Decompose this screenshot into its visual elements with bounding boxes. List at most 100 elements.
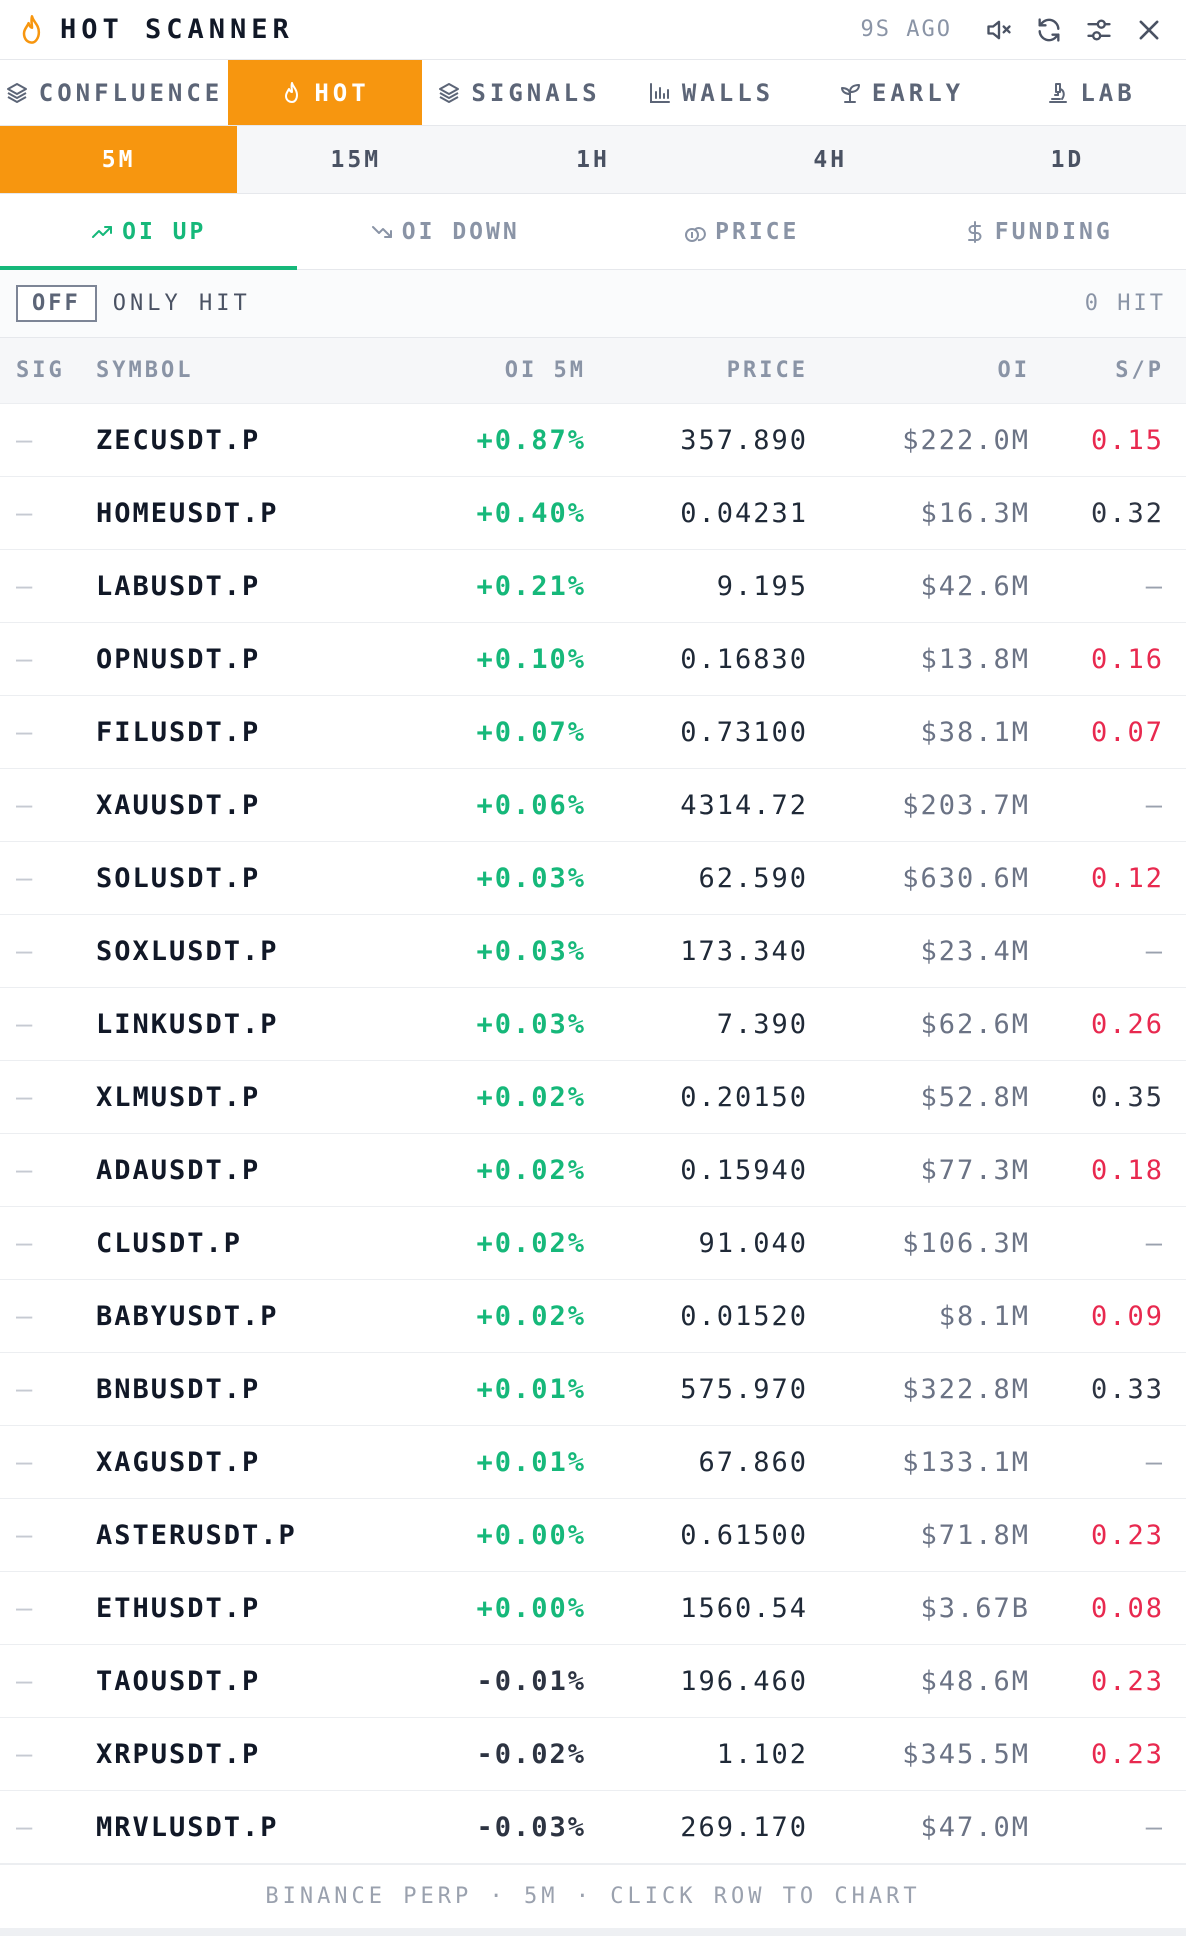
oi-change-cell: +0.02% — [386, 1082, 586, 1113]
price-cell: 357.890 — [586, 425, 808, 456]
open-interest-cell: $106.3M — [808, 1228, 1030, 1259]
sp-ratio-cell: 0.18 — [1030, 1155, 1176, 1186]
price-cell: 62.590 — [586, 863, 808, 894]
table-row[interactable]: — HOMEUSDT.P +0.40% 0.04231 $16.3M 0.32 — [0, 477, 1186, 550]
sp-ratio-cell: — — [1030, 1812, 1176, 1843]
open-interest-cell: $3.67B — [808, 1593, 1030, 1624]
mode-label: PRICE — [715, 219, 799, 245]
column-oi-5m[interactable]: OI 5M — [386, 358, 586, 383]
tab-early[interactable]: EARLY — [806, 60, 996, 125]
column-symbol[interactable]: SYMBOL — [96, 358, 386, 383]
close-button[interactable] — [1126, 10, 1172, 50]
table-row[interactable]: — XLMUSDT.P +0.02% 0.20150 $52.8M 0.35 — [0, 1061, 1186, 1134]
signal-cell: — — [0, 1520, 96, 1551]
open-interest-cell: $16.3M — [808, 498, 1030, 529]
tab-walls[interactable]: WALLS — [616, 60, 806, 125]
settings-button[interactable] — [1076, 10, 1122, 50]
symbol-cell: CLUSDT.P — [96, 1228, 386, 1259]
period-1d[interactable]: 1D — [949, 126, 1186, 193]
table-row[interactable]: — BNBUSDT.P +0.01% 575.970 $322.8M 0.33 — [0, 1353, 1186, 1426]
symbol-cell: MRVLUSDT.P — [96, 1812, 386, 1843]
microscope-icon — [1046, 81, 1070, 105]
table-row[interactable]: — SOLUSDT.P +0.03% 62.590 $630.6M 0.12 — [0, 842, 1186, 915]
table-row[interactable]: — CLUSDT.P +0.02% 91.040 $106.3M — — [0, 1207, 1186, 1280]
open-interest-cell: $47.0M — [808, 1812, 1030, 1843]
tab-confluence[interactable]: CONFLUENCE — [0, 60, 228, 125]
tab-hot[interactable]: HOT — [228, 60, 422, 125]
period-15m[interactable]: 15M — [237, 126, 474, 193]
period-5m[interactable]: 5M — [0, 126, 237, 193]
table-row[interactable]: — ASTERUSDT.P +0.00% 0.61500 $71.8M 0.23 — [0, 1499, 1186, 1572]
period-1h[interactable]: 1H — [474, 126, 711, 193]
tab-lab[interactable]: LAB — [996, 60, 1186, 125]
flame-icon — [18, 14, 46, 46]
column-sig[interactable]: SIG — [0, 358, 96, 383]
only-hit-toggle[interactable]: OFF — [16, 285, 97, 322]
filter-bar: OFF ONLY HIT 0 HIT — [0, 270, 1186, 338]
sp-ratio-cell: 0.16 — [1030, 644, 1176, 675]
trend-down-icon — [370, 220, 394, 244]
open-interest-cell: $322.8M — [808, 1374, 1030, 1405]
sp-ratio-cell: — — [1030, 936, 1176, 967]
tab-signals[interactable]: SIGNALS — [422, 60, 616, 125]
tab-label: HOT — [314, 79, 369, 107]
table-row[interactable]: — MRVLUSDT.P -0.03% 269.170 $47.0M — — [0, 1791, 1186, 1864]
mode-funding[interactable]: FUNDING — [890, 194, 1186, 269]
sp-ratio-cell: — — [1030, 571, 1176, 602]
oi-change-cell: +0.03% — [386, 863, 586, 894]
mode-oi-down[interactable]: OI DOWN — [297, 194, 594, 269]
header-bar: HOT SCANNER 9S AGO — [0, 0, 1186, 60]
signal-cell: — — [0, 1593, 96, 1624]
table-row[interactable]: — XAUUSDT.P +0.06% 4314.72 $203.7M — — [0, 769, 1186, 842]
signal-cell: — — [0, 1155, 96, 1186]
signal-cell: — — [0, 498, 96, 529]
table-row[interactable]: — OPNUSDT.P +0.10% 0.16830 $13.8M 0.16 — [0, 623, 1186, 696]
period-selector: 5M 15M 1H 4H 1D — [0, 126, 1186, 194]
period-4h[interactable]: 4H — [712, 126, 949, 193]
app-title: HOT SCANNER — [60, 14, 294, 45]
oi-change-cell: +0.06% — [386, 790, 586, 821]
refresh-button[interactable] — [1026, 10, 1072, 50]
tab-label: CONFLUENCE — [39, 79, 224, 107]
symbol-cell: ZECUSDT.P — [96, 425, 386, 456]
table-row[interactable]: — XAGUSDT.P +0.01% 67.860 $133.1M — — [0, 1426, 1186, 1499]
symbol-cell: SOLUSDT.P — [96, 863, 386, 894]
column-oi[interactable]: OI — [808, 358, 1030, 383]
column-sp[interactable]: S/P — [1030, 358, 1176, 383]
mute-button[interactable] — [976, 10, 1022, 50]
open-interest-cell: $52.8M — [808, 1082, 1030, 1113]
coins-icon — [683, 220, 707, 244]
table-row[interactable]: — LABUSDT.P +0.21% 9.195 $42.6M — — [0, 550, 1186, 623]
mode-label: OI DOWN — [402, 219, 520, 245]
settings-icon — [1085, 16, 1113, 44]
price-cell: 173.340 — [586, 936, 808, 967]
open-interest-cell: $62.6M — [808, 1009, 1030, 1040]
signal-cell: — — [0, 644, 96, 675]
signal-cell: — — [0, 571, 96, 602]
sp-ratio-cell: — — [1030, 1228, 1176, 1259]
bar-chart-icon — [648, 81, 672, 105]
table-row[interactable]: — SOXLUSDT.P +0.03% 173.340 $23.4M — — [0, 915, 1186, 988]
sp-ratio-cell: — — [1030, 1447, 1176, 1478]
table-row[interactable]: — XRPUSDT.P -0.02% 1.102 $345.5M 0.23 — [0, 1718, 1186, 1791]
layers-icon — [5, 81, 29, 105]
price-cell: 1560.54 — [586, 1593, 808, 1624]
symbol-cell: TAOUSDT.P — [96, 1666, 386, 1697]
open-interest-cell: $38.1M — [808, 717, 1030, 748]
mode-price[interactable]: PRICE — [593, 194, 890, 269]
signal-cell: — — [0, 1812, 96, 1843]
table-row[interactable]: — LINKUSDT.P +0.03% 7.390 $62.6M 0.26 — [0, 988, 1186, 1061]
table-row[interactable]: — ZECUSDT.P +0.87% 357.890 $222.0M 0.15 — [0, 404, 1186, 477]
table-row[interactable]: — ADAUSDT.P +0.02% 0.15940 $77.3M 0.18 — [0, 1134, 1186, 1207]
main-tabs: CONFLUENCE HOT SIGNALS WALLS EARLY LAB — [0, 60, 1186, 126]
sp-ratio-cell: 0.12 — [1030, 863, 1176, 894]
refresh-icon — [1035, 16, 1063, 44]
mode-oi-up[interactable]: OI UP — [0, 194, 297, 269]
table-row[interactable]: — BABYUSDT.P +0.02% 0.01520 $8.1M 0.09 — [0, 1280, 1186, 1353]
column-price[interactable]: PRICE — [586, 358, 808, 383]
price-cell: 67.860 — [586, 1447, 808, 1478]
oi-change-cell: +0.01% — [386, 1374, 586, 1405]
table-row[interactable]: — FILUSDT.P +0.07% 0.73100 $38.1M 0.07 — [0, 696, 1186, 769]
table-row[interactable]: — TAOUSDT.P -0.01% 196.460 $48.6M 0.23 — [0, 1645, 1186, 1718]
table-row[interactable]: — ETHUSDT.P +0.00% 1560.54 $3.67B 0.08 — [0, 1572, 1186, 1645]
